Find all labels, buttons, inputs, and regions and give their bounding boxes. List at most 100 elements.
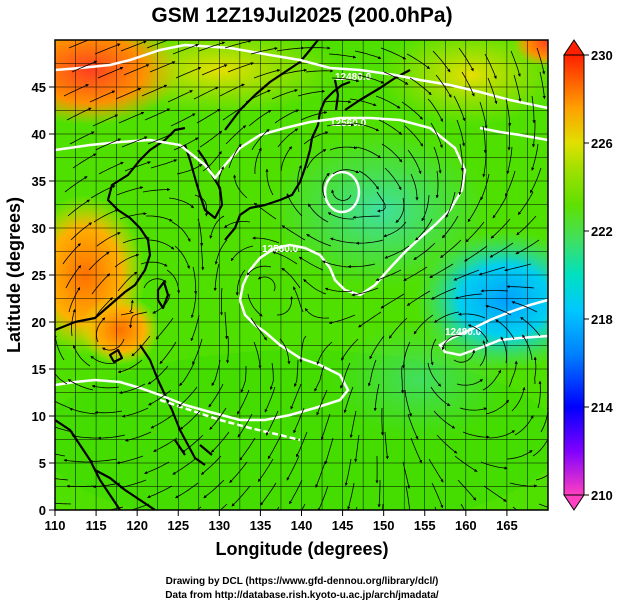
streamline [483,485,507,502]
streamline [305,69,334,73]
streamline [144,108,171,121]
contour-label-4: 12480.0 [445,327,482,338]
wind-streamlines [55,40,548,510]
streamline [375,95,401,109]
streamline [120,40,147,52]
contour-east-low [438,298,548,357]
streamline [289,479,303,505]
credit-data-source: Data from http://database.rish.kyoto-u.a… [165,590,439,601]
streamline [265,168,274,196]
streamline [456,119,466,147]
streamline [120,299,135,316]
streamline [324,437,334,465]
streamline [147,133,174,145]
streamline [71,60,98,73]
streamline [257,276,276,292]
streamline [55,400,71,409]
streamline [166,269,181,294]
contour-label-3: 12560.0 [262,244,299,255]
streamline [517,191,534,216]
streamline [434,506,437,510]
streamline [96,232,121,247]
streamline [460,503,465,510]
streamline [488,430,516,439]
streamline [55,426,74,433]
streamline [384,167,402,191]
streamline [380,47,407,60]
streamline [69,407,97,415]
streamline [257,458,274,483]
streamline [322,172,330,199]
streamline [520,317,541,337]
streamline [129,311,148,329]
streamline [209,215,225,239]
streamline [329,237,358,244]
streamline [279,338,291,365]
streamline [55,478,69,481]
x-tick-label: 110 [45,518,66,533]
streamline [143,278,167,289]
streamline [200,242,205,271]
streamline [286,193,303,217]
streamline [427,362,442,387]
x-tick-label: 115 [86,518,107,533]
x-tick-label: 135 [250,518,272,533]
streamline [380,407,384,436]
streamline [121,407,149,418]
streamline [536,47,546,75]
streamline [479,101,488,129]
streamline [495,319,515,340]
streamline [306,149,327,169]
streamline [464,245,488,262]
streamline [388,317,408,339]
streamline [431,482,444,509]
streamline [459,143,464,172]
y-tick-label: 5 [39,456,46,471]
streamline [303,131,329,145]
streamline [222,104,247,121]
streamline [122,236,150,244]
streamline [219,83,245,97]
streamline [511,386,526,412]
streamline [150,159,178,169]
streamline [331,189,352,201]
streamline [441,215,459,239]
coastline-borneo [94,469,156,510]
streamline [271,89,298,100]
streamline [102,338,125,351]
streamline [515,239,540,255]
credit-dcl: Drawing by DCL (https://www.gfd-dennou.o… [166,576,439,587]
streamline [224,40,252,49]
streamline [198,41,226,52]
streamline [415,218,433,241]
streamline [511,301,538,313]
streamline [269,362,274,391]
streamline [88,251,110,271]
streamline [172,458,196,475]
streamline [467,197,482,223]
streamline [324,287,353,292]
contour-label-2: 12560.0 [330,118,367,129]
x-tick-label: 120 [126,518,148,533]
streamline [239,437,256,461]
streamline [354,50,382,60]
streamline [140,261,168,267]
streamline [343,386,354,414]
y-tick-label: 0 [39,503,46,518]
streamline [453,95,466,122]
streamline [65,265,82,289]
streamline [301,503,306,510]
streamline [92,114,119,127]
streamline [457,479,477,501]
streamline [92,482,121,489]
streamline [146,215,173,222]
streamline [286,455,300,481]
streamline [63,84,89,97]
streamline [347,263,376,269]
streamline [179,410,201,430]
streamline [435,170,439,199]
streamline [236,389,250,415]
streamline [540,405,548,433]
streamline [130,503,150,510]
streamline [94,43,121,55]
